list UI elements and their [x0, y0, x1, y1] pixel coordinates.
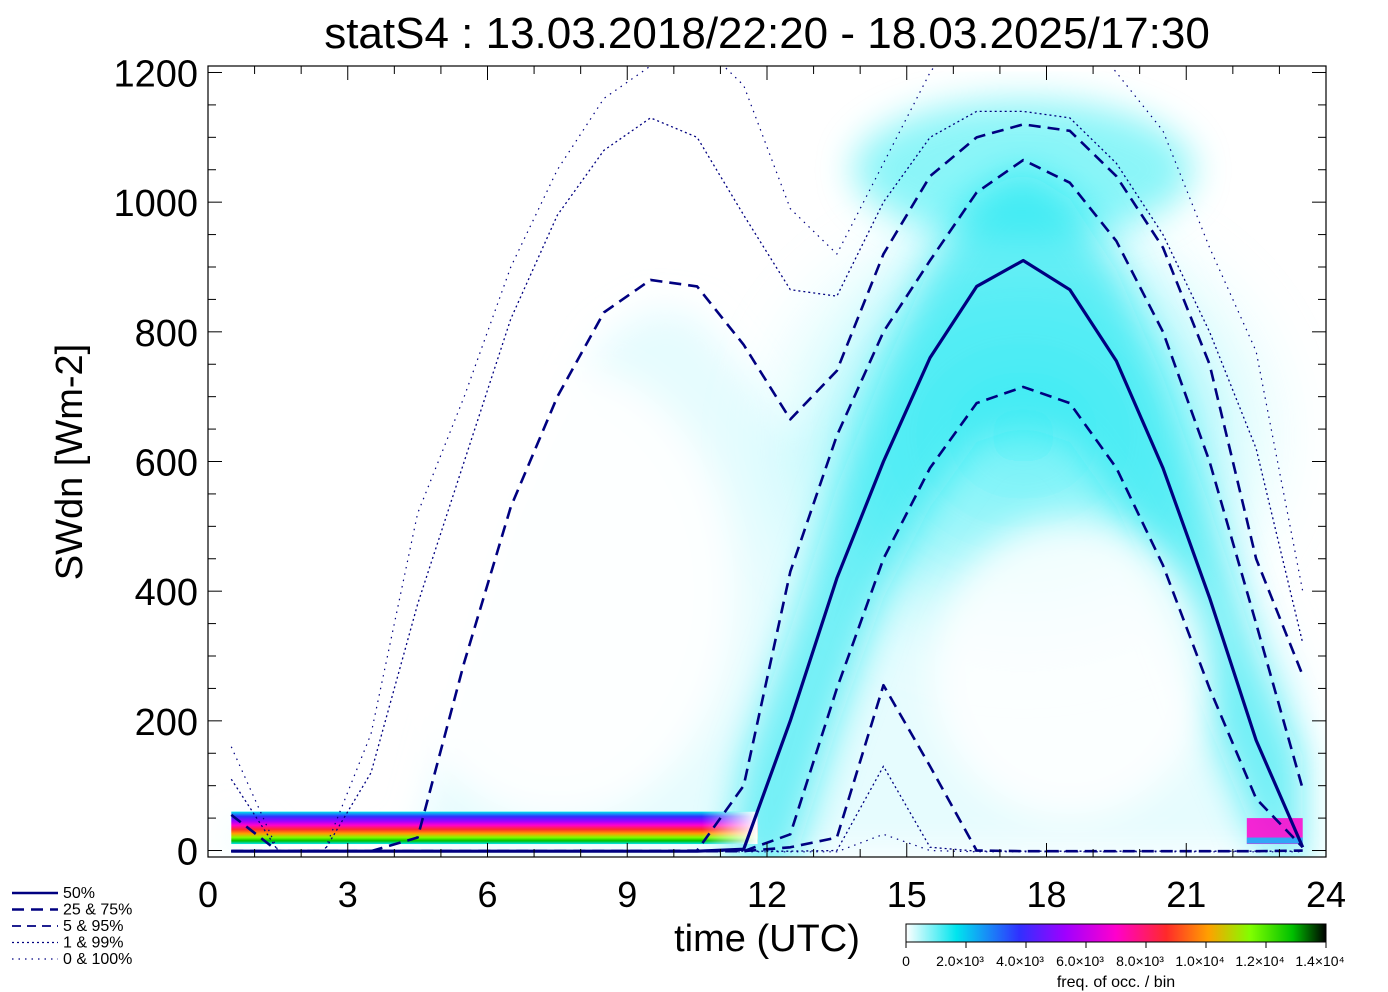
x-axis-label: time (UTC) [674, 918, 860, 960]
x-tick-label: 24 [1306, 874, 1346, 915]
legend-label: 50% [63, 885, 95, 902]
y-tick-label: 1200 [113, 53, 198, 95]
x-tick-label: 0 [198, 874, 218, 915]
colorbar-gradient [905, 923, 1327, 943]
x-tick-label: 9 [617, 874, 637, 915]
x-tick-label: 18 [1026, 874, 1066, 915]
x-tick-labels: 0 3 6 9 12 15 18 21 24 [198, 874, 1346, 915]
y-tick-label: 400 [135, 572, 198, 614]
colorbar-tick-label: 2.0×10³ [936, 953, 984, 969]
legend: 50%25 & 75%5 & 95%1 & 99%0 & 100% [12, 885, 132, 968]
x-tick-label: 21 [1166, 874, 1206, 915]
colorbar-label: freq. of occ. / bin [1057, 974, 1175, 991]
y-tick-label: 0 [177, 832, 198, 874]
y-tick-label: 200 [135, 702, 198, 744]
x-tick-label: 15 [887, 874, 927, 915]
density-night-band [231, 811, 758, 845]
density-night-band-right-base [1246, 837, 1303, 844]
colorbar-tick-label: 6.0×10³ [1056, 953, 1104, 969]
y-tick-label: 1000 [113, 183, 198, 225]
density-cloud-wedge [729, 169, 1303, 857]
legend-label: 0 & 100% [63, 951, 132, 968]
y-axis-label: SWdn [Wm-2] [49, 344, 91, 580]
x-tick-label: 3 [338, 874, 358, 915]
density-field [231, 99, 1324, 857]
legend-label: 5 & 95% [63, 918, 123, 935]
plot-frame [207, 65, 1327, 858]
y-tick-labels: 0 200 400 600 800 1000 1200 [113, 53, 198, 873]
colorbar: 0 2.0×10³ 4.0×10³ 6.0×10³ 8.0×10³ 1.0×10⁴ 1.2×… [902, 923, 1345, 991]
density-hole-morning [377, 361, 738, 822]
colorbar-tick-label: 1.4×10⁴ [1295, 953, 1344, 969]
density-cloud-top [853, 99, 1194, 240]
legend-label: 1 & 99% [63, 935, 123, 952]
colorbar-tick-label: 0 [902, 953, 910, 969]
chart-title: statS4 : 13.03.2018/22:20 - 18.03.2025/1… [324, 9, 1210, 58]
x-tick-label: 12 [747, 874, 787, 915]
series-line-3 [230, 123, 1304, 853]
colorbar-tick-label: 1.2×10⁴ [1235, 953, 1284, 969]
colorbar-tick-label: 4.0×10³ [996, 953, 1044, 969]
density-night-band-fade [701, 811, 758, 845]
y-tick-label: 600 [135, 443, 198, 485]
legend-label: 25 & 75% [63, 902, 132, 919]
y-tick-label: 800 [135, 313, 198, 355]
density-hole [929, 518, 1210, 819]
colorbar-tick-label: 1.0×10⁴ [1175, 953, 1224, 969]
colorbar-tick-label: 8.0×10³ [1116, 953, 1164, 969]
x-tick-label: 6 [477, 874, 497, 915]
